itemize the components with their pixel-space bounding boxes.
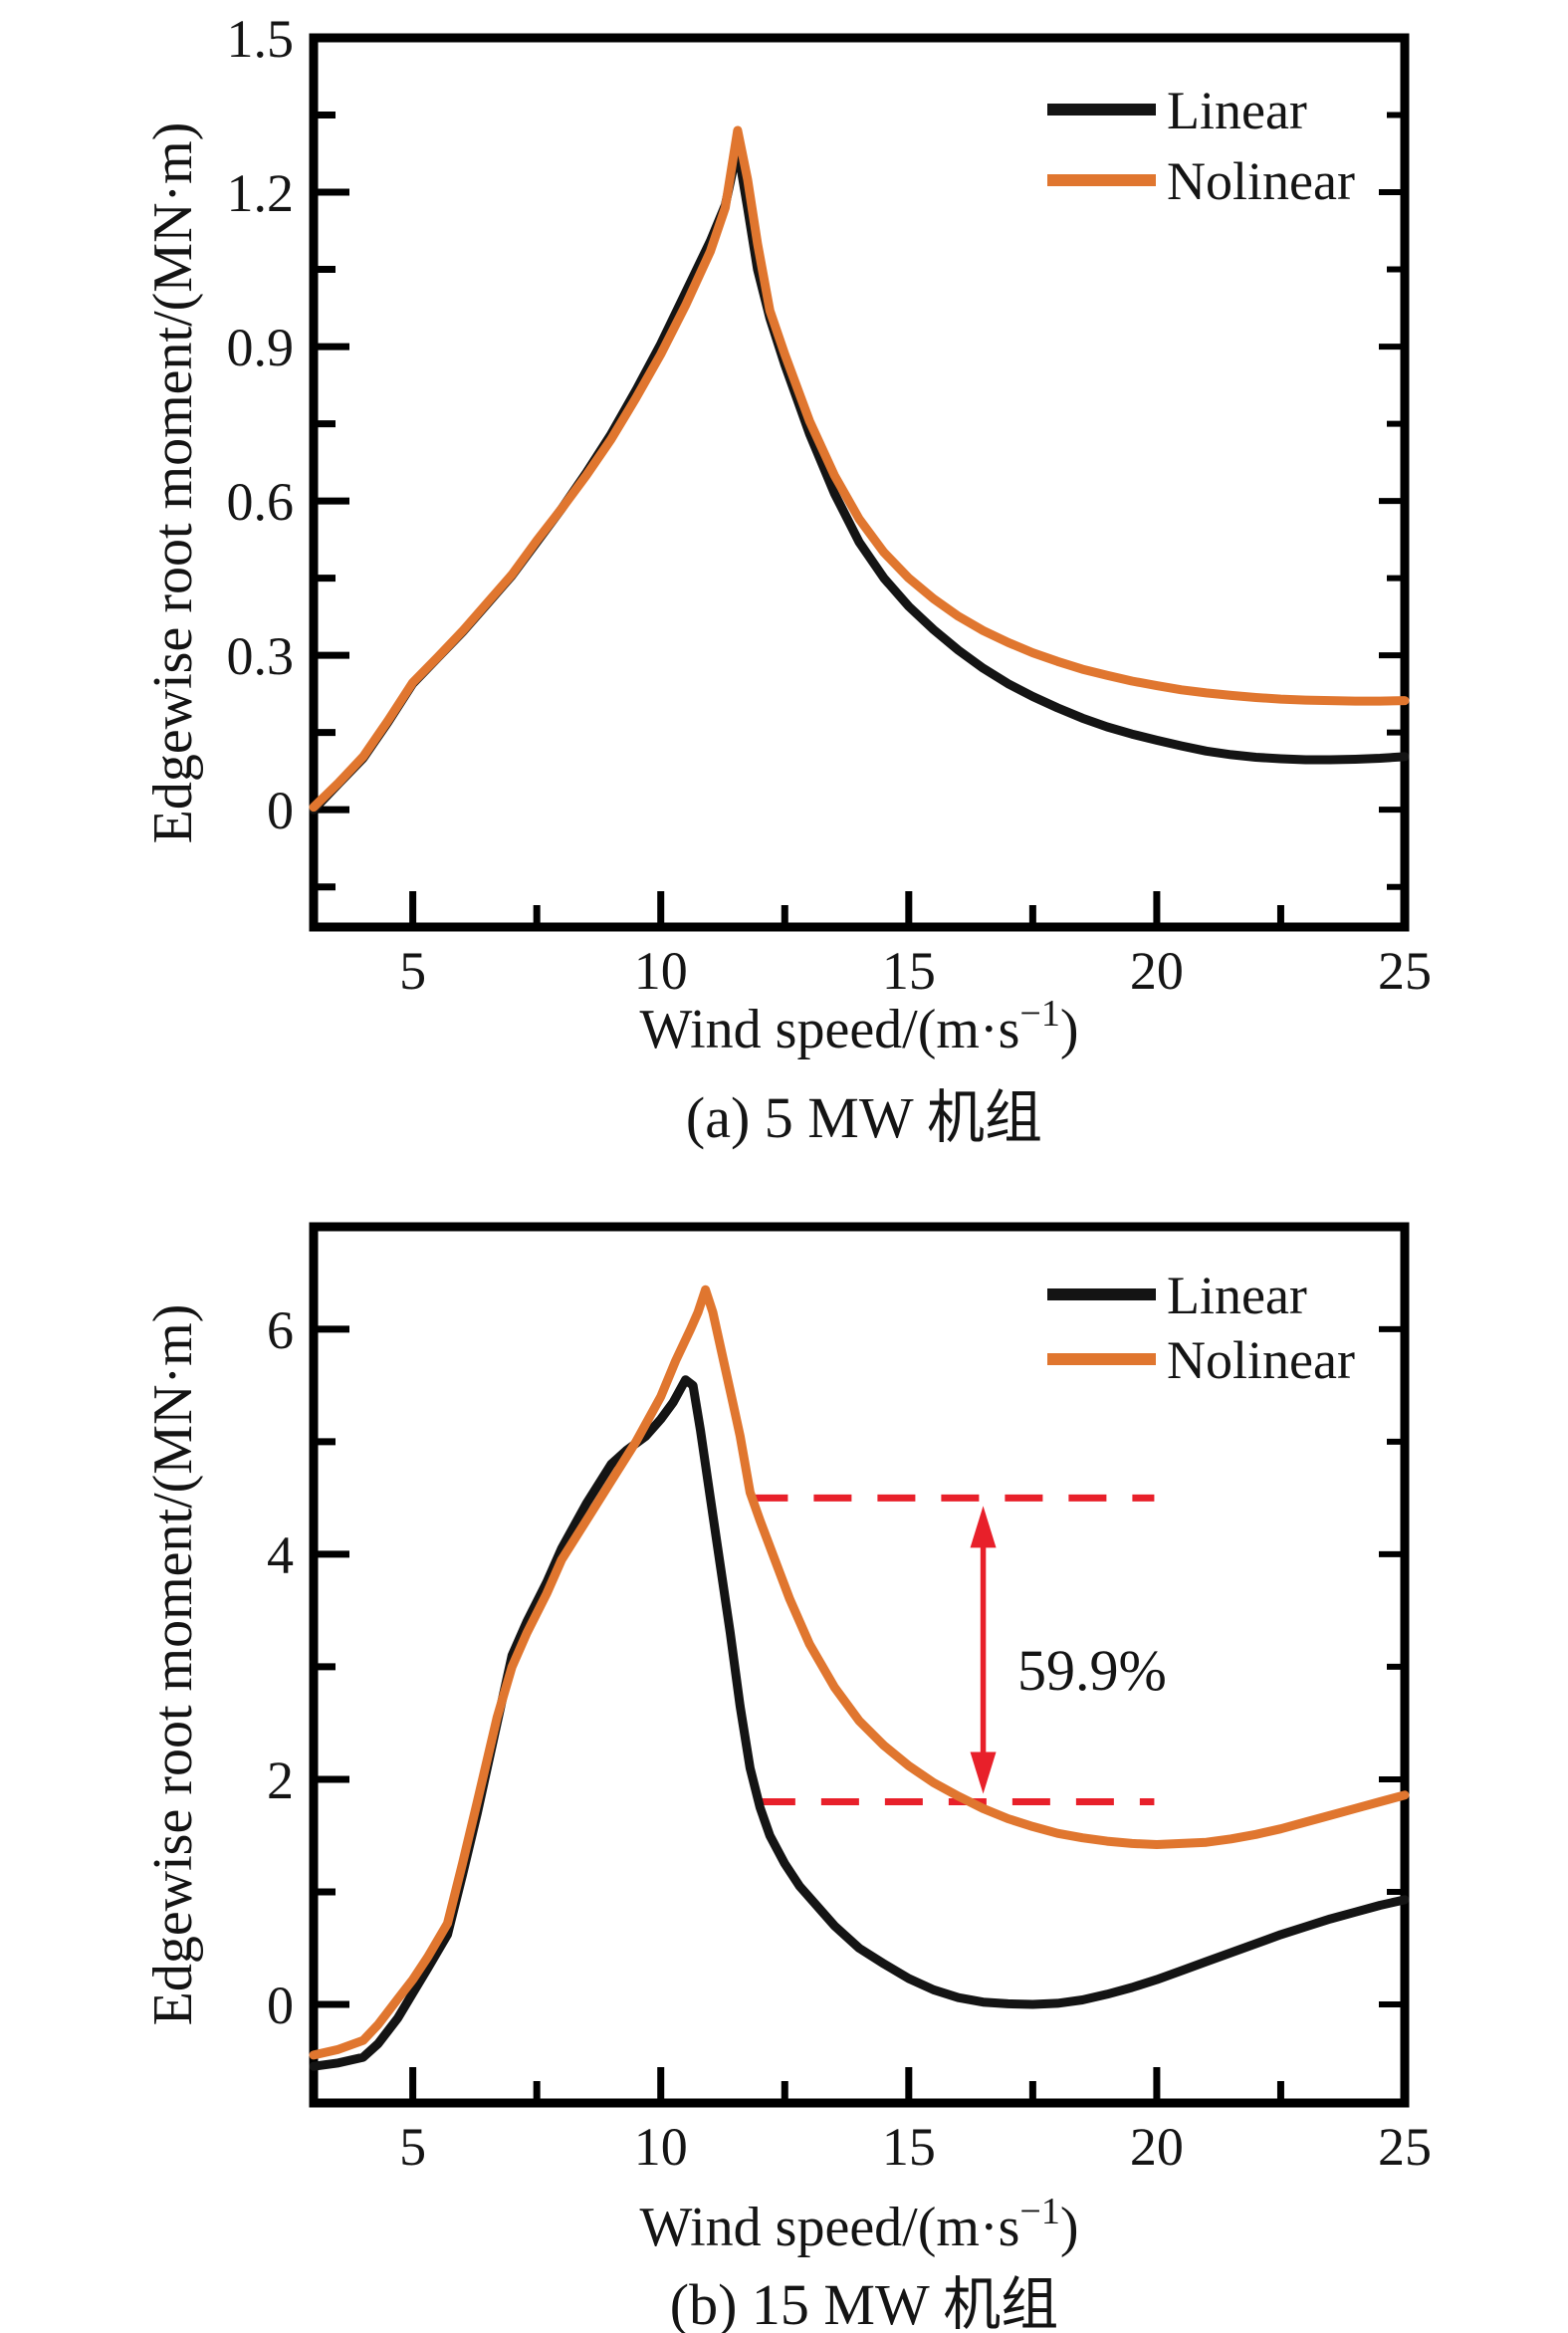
legend-label-linear-15mw: Linear bbox=[1167, 1266, 1307, 1325]
series-line-nolinear-b bbox=[309, 1284, 1410, 2060]
x-axis-title-sup-5mw: −1 bbox=[1019, 993, 1059, 1035]
legend-label-nolinear-5mw: Nolinear bbox=[1167, 151, 1355, 211]
x-axis-title-sup-15mw: −1 bbox=[1019, 2191, 1059, 2232]
x-tick-label-a: 10 bbox=[634, 941, 688, 1001]
x-axis-title-main-15mw: Wind speed/(m·s bbox=[640, 2197, 1020, 2258]
plot-border-a bbox=[309, 33, 1410, 932]
x-tick-label-b: 5 bbox=[399, 2117, 426, 2177]
x-tick-label-b: 10 bbox=[634, 2117, 688, 2177]
x-axis-title-5mw: Wind speed/(m·s−1) bbox=[640, 993, 1079, 1060]
x-tick-label-b: 20 bbox=[1130, 2117, 1184, 2177]
series-line-nolinear-a bbox=[309, 125, 1410, 813]
x-axis-title-main-5mw: Wind speed/(m·s bbox=[640, 999, 1020, 1060]
x-tick-label-a: 20 bbox=[1130, 941, 1184, 1001]
x-axis-title-end-5mw: ) bbox=[1060, 999, 1079, 1060]
x-tick-label-b: 15 bbox=[882, 2117, 936, 2177]
x-tick-label-a: 15 bbox=[882, 941, 936, 1001]
percent-annotation-label: 59.9% bbox=[1017, 1638, 1167, 1703]
y-tick-label-b: 2 bbox=[267, 1750, 294, 1810]
y-tick-label-b: 0 bbox=[267, 1976, 294, 2035]
y-tick-label-a: 1.5 bbox=[227, 9, 295, 69]
series-line-linear-a bbox=[309, 143, 1410, 815]
panel-caption-15mw: (b) 15 MW 机组 bbox=[670, 2272, 1058, 2333]
x-tick-label-a: 25 bbox=[1378, 941, 1432, 1001]
x-axis-title-end-15mw: ) bbox=[1060, 2197, 1079, 2258]
y-axis-title-15mw: Edgewise root moment/(MN·m) bbox=[142, 1304, 204, 2026]
percent-arrow-head-up bbox=[970, 1506, 997, 1548]
x-tick-label-a: 5 bbox=[399, 941, 426, 1001]
y-tick-label-b: 6 bbox=[267, 1300, 294, 1360]
y-tick-label-a: 1.2 bbox=[227, 163, 295, 223]
y-tick-label-b: 4 bbox=[267, 1525, 294, 1585]
y-tick-label-a: 0.6 bbox=[227, 472, 295, 532]
percent-arrow-head-down bbox=[970, 1751, 997, 1794]
x-tick-label-b: 25 bbox=[1378, 2117, 1432, 2177]
legend-label-linear-5mw: Linear bbox=[1167, 81, 1307, 140]
y-axis-title-5mw: Edgewise root moment/(MN·m) bbox=[142, 122, 204, 844]
plot-area-5mw: 5 10 15 20 25 0 0.3 0.6 0.9 1.2 1.5 bbox=[227, 9, 1433, 1001]
panel-caption-5mw: (a) 5 MW 机组 bbox=[686, 1085, 1042, 1150]
plot-area-15mw: 5 10 15 20 25 0 2 4 6 bbox=[267, 1222, 1432, 2177]
y-tick-label-a: 0 bbox=[267, 781, 294, 840]
legend-label-nolinear-15mw: Nolinear bbox=[1167, 1330, 1355, 1390]
y-tick-label-a: 0.3 bbox=[227, 626, 295, 686]
y-tick-label-a: 0.9 bbox=[227, 318, 295, 377]
x-axis-title-15mw: Wind speed/(m·s−1) bbox=[640, 2191, 1079, 2258]
